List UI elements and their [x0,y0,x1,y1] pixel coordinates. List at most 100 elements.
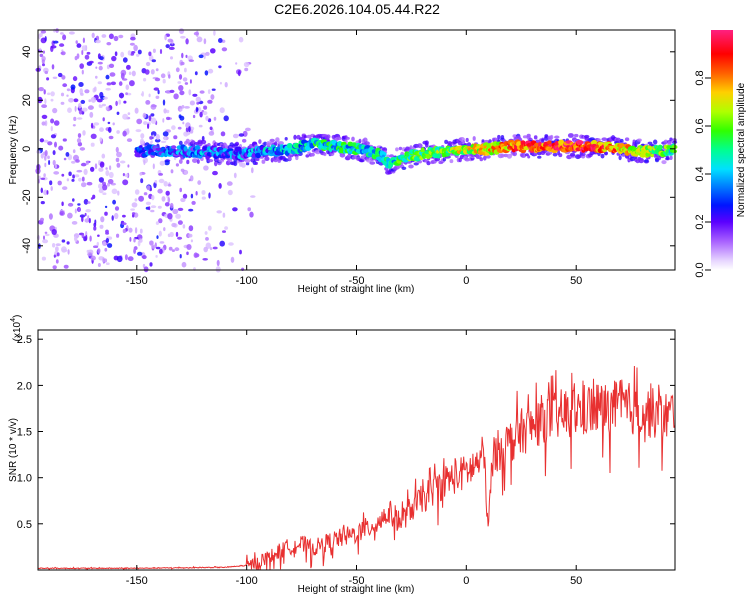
spectrogram-noise-cell [52,76,58,80]
spectrogram-noise-cell [205,51,210,56]
spectrogram-noise-cell [154,77,161,82]
spectrogram-noise-cell [195,106,199,113]
spectrogram-noise-cell [128,227,133,233]
spectrogram-noise-cell [81,216,84,223]
spectrogram-noise-cell [158,178,165,184]
spectrogram-noise-cell [155,134,160,140]
spectrogram-noise-cell [155,246,161,250]
snr-scale-exponent: 4 [10,318,17,322]
spectrogram-noise-cell [184,82,189,85]
spectrogram-noise-cell [52,159,56,166]
spectrogram-noise-cell [143,192,148,196]
spectrogram-noise-cell [107,182,110,187]
spectrogram-noise-cell [158,230,162,237]
spectrogram-noise-cell [184,170,188,175]
spectrogram-noise-cell [62,83,68,88]
spectrogram-noise-cell [210,94,215,100]
spectrogram-noise-cell [59,43,65,47]
spectrogram-noise-cell [182,193,188,199]
spectrogram-noise-cell [223,115,229,122]
spectrogram-noise-cell [133,246,138,250]
spectrogram-halo-cell [261,159,266,164]
spectrogram-noise-cell [155,255,158,258]
spectrogram-halo-cell [233,161,238,167]
spectrogram-noise-cell [105,74,110,80]
spectrogram-halo-cell [666,155,669,161]
spectrogram-trace-cell [547,140,552,145]
spectrogram-halo-cell [632,139,636,144]
spectrogram-noise-cell [88,99,91,103]
spectrogram-noise-cell [157,188,163,194]
spectrogram-y-tick-label: 0 [21,146,33,152]
spectrogram-noise-cell [195,191,198,196]
spectrogram-noise-cell [84,218,90,223]
spectrogram-noise-cell [150,140,153,145]
spectrogram-halo-cell [275,137,280,143]
spectrogram-noise-cell [164,160,170,166]
snr-y-ticks: 0.5 1.0 1.5 2.0 2.5 [17,334,675,531]
spectrogram-noise-cell [57,180,62,186]
spectrogram-noise-cell [83,168,88,175]
spectrogram-noise-cell [202,111,208,116]
spectrogram-noise-cell [90,122,94,129]
spectrogram-noise-cell [40,187,43,194]
spectrogram-noise-cell [105,167,108,170]
spectrogram-noise-cell [155,221,159,226]
spectrogram-noise-cell [41,104,47,108]
snr-x-label: Height of straight line (km) [298,584,415,595]
spectrogram-noise-cell [91,32,95,38]
spectrogram-noise-cell [44,150,48,157]
spectrogram-noise-cell [177,207,184,211]
spectrogram-halo-cell [196,159,200,164]
spectrogram-noise-cell [232,207,238,212]
spectrogram-noise-cell [169,43,175,47]
spectrogram-noise-cell [169,202,174,209]
spectrogram-noise-cell [43,235,45,240]
spectrogram-noise-cell [146,185,151,191]
spectrogram-noise-cell [148,93,151,98]
spectrogram-halo-cell [426,161,431,166]
spectrogram-noise-cell [251,167,254,174]
spectrogram-noise-cell [139,172,143,176]
spectrogram-noise-cell [171,222,177,228]
spectrogram-noise-cell [243,61,250,68]
spectrogram-halo-cell [263,141,267,146]
spectrogram-noise-cell [115,157,120,163]
spectrogram-noise-cell [228,242,234,246]
spectrogram-noise-cell [95,66,98,69]
spectrogram-noise-cell [127,112,131,115]
spectrogram-halo-cell [465,137,469,143]
spectrogram-noise-cell [127,50,132,56]
spectrogram-halo-cell [258,139,262,145]
spectrogram-noise-cell [162,99,166,106]
spectrogram-trace-cell [202,146,208,151]
spectrogram-noise-cell [101,153,106,159]
spectrogram-noise-cell [212,246,218,250]
spectrogram-noise-cell [132,213,135,218]
spectrogram-noise-cell [56,252,60,257]
spectrogram-noise-cell [122,228,127,234]
spectrogram-noise-cell [204,70,209,76]
spectrogram-noise-cell [160,140,167,144]
spectrogram-noise-cell [87,215,90,220]
spectrogram-noise-cell [71,178,75,182]
spectrogram-noise-cell [81,45,87,51]
spectrogram-noise-cell [77,133,82,138]
spectrogram-noise-cell [41,59,45,64]
spectrogram-noise-cell [79,63,84,69]
colorbar: 0.0 0.2 0.4 0.6 0.8 Normalized spectral ampl… [694,30,747,278]
spectrogram-noise-cell [203,105,208,110]
spectrogram-noise-cell [127,256,134,262]
spectrogram-noise-cell [42,239,49,244]
spectrogram-noise-cell [194,71,198,76]
spectrogram-halo-cell [273,141,278,146]
spectrogram-noise-cell [213,116,217,121]
snr-y-tick-label: 1.0 [17,473,32,485]
spectrogram-noise-cell [105,106,109,111]
spectrogram-noise-cell [134,227,138,234]
spectrogram-noise-cell [53,40,59,44]
spectrogram-noise-cell [62,34,67,41]
spectrogram-noise-cell [50,45,57,49]
spectrogram-trace-cell [558,139,565,146]
spectrogram-noise-cell [106,42,112,46]
